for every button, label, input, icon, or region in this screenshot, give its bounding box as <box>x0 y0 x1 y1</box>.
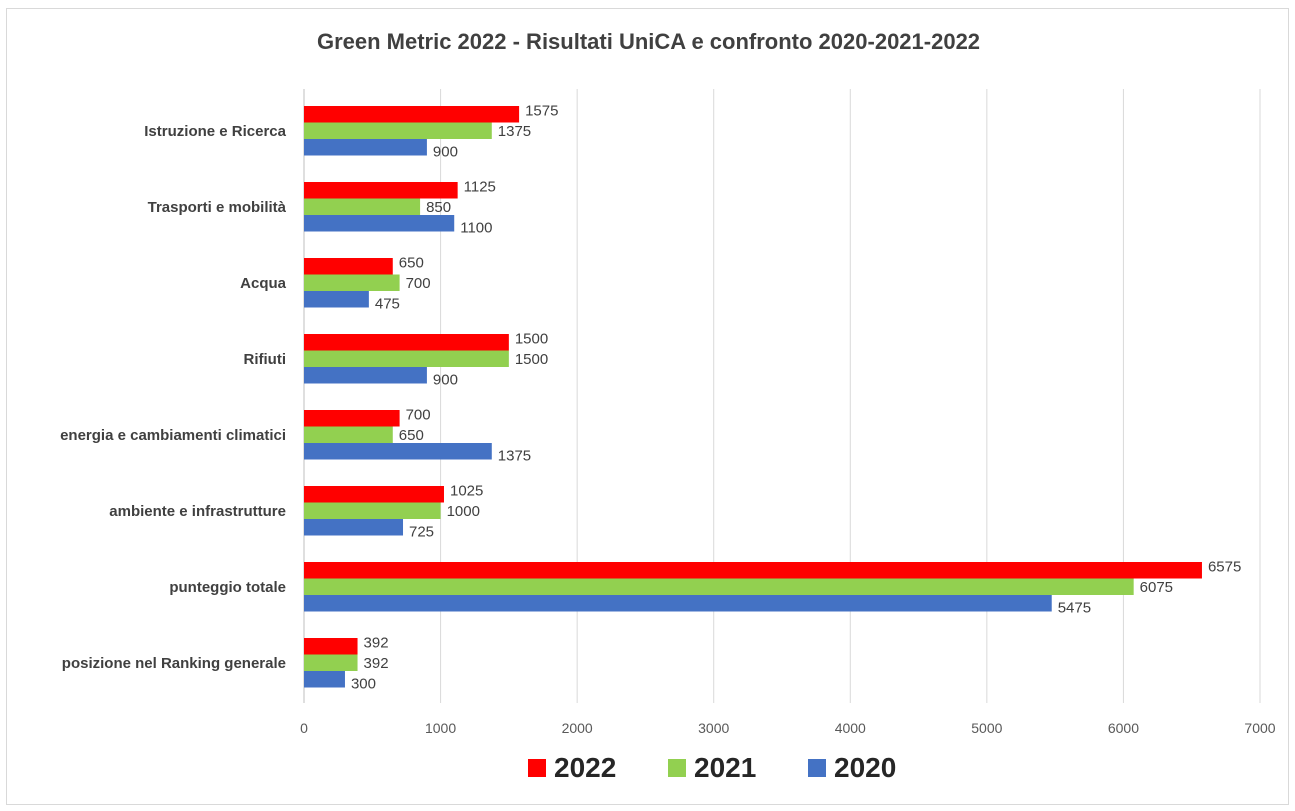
legend-label: 2022 <box>554 752 616 783</box>
data-label: 850 <box>426 199 451 216</box>
bar <box>304 638 358 655</box>
x-tick-label: 3000 <box>698 720 729 736</box>
data-label: 392 <box>364 634 389 651</box>
bar <box>304 139 427 156</box>
data-label: 650 <box>399 254 424 271</box>
bars <box>304 106 1202 688</box>
data-label: 5475 <box>1058 599 1091 616</box>
category-label: Trasporti e mobilità <box>148 199 287 216</box>
bar <box>304 334 509 351</box>
labels: 0 1000 2000 3000 4000 5000 6000 7000 Istruzione … <box>60 102 1276 736</box>
bar <box>304 258 393 275</box>
data-label: 392 <box>364 655 389 672</box>
bar <box>304 578 1134 595</box>
legend: 2022 2021 2020 <box>528 752 896 783</box>
bar <box>304 519 404 536</box>
category-label: ambiente e infrastrutture <box>109 503 286 520</box>
bar <box>304 595 1052 612</box>
bar <box>304 410 400 427</box>
data-label: 1025 <box>450 482 483 499</box>
data-label: 475 <box>375 295 400 312</box>
bar <box>304 654 358 671</box>
legend-swatch <box>668 759 686 777</box>
data-label: 700 <box>406 275 431 292</box>
bar <box>304 182 458 199</box>
category-label: Acqua <box>240 275 287 292</box>
x-tick-label: 2000 <box>562 720 593 736</box>
bar <box>304 198 421 215</box>
chart-title: Green Metric 2022 - Risultati UniCA e co… <box>316 29 981 54</box>
data-label: 1100 <box>460 219 492 236</box>
bar <box>304 122 492 139</box>
data-label: 300 <box>351 675 376 692</box>
x-tick-label: 6000 <box>1108 720 1139 736</box>
data-label: 900 <box>433 143 458 160</box>
bar <box>304 486 444 503</box>
bar <box>304 291 369 308</box>
bar <box>304 562 1202 579</box>
data-label: 1125 <box>464 178 496 195</box>
x-tick-label: 4000 <box>835 720 866 736</box>
data-label: 1375 <box>498 123 531 140</box>
data-label: 1375 <box>498 447 531 464</box>
bar <box>304 426 393 443</box>
bar <box>304 215 455 232</box>
x-tick-label: 7000 <box>1244 720 1275 736</box>
chart-frame: Green Metric 2022 - Risultati UniCA e co… <box>6 8 1289 805</box>
bar <box>304 106 520 123</box>
x-tick-label: 1000 <box>425 720 456 736</box>
data-label: 1575 <box>525 102 558 119</box>
data-label: 1500 <box>515 351 548 368</box>
legend-swatch <box>528 759 546 777</box>
legend-label: 2020 <box>834 752 896 783</box>
data-label: 1500 <box>515 330 548 347</box>
legend-swatch <box>808 759 826 777</box>
data-label: 1000 <box>447 503 480 520</box>
chart-svg: 0 1000 2000 3000 4000 5000 6000 7000 Istruzione … <box>60 89 1276 783</box>
data-label: 6075 <box>1140 579 1173 596</box>
data-label: 6575 <box>1208 558 1241 575</box>
bar <box>304 350 509 367</box>
data-label: 725 <box>409 523 434 540</box>
legend-label: 2021 <box>694 752 756 783</box>
data-label: 900 <box>433 371 458 388</box>
bar <box>304 274 400 291</box>
x-tick-label: 0 <box>300 720 308 736</box>
bar <box>304 502 441 519</box>
category-label: Rifiuti <box>244 351 287 368</box>
category-label: punteggio totale <box>169 579 286 596</box>
category-label: energia e cambiamenti climatici <box>60 427 286 444</box>
category-label: Istruzione e Ricerca <box>144 123 286 140</box>
data-label: 650 <box>399 427 424 444</box>
data-label: 700 <box>406 406 431 423</box>
category-label: posizione nel Ranking generale <box>62 655 286 672</box>
bar <box>304 443 492 460</box>
x-tick-label: 5000 <box>971 720 1002 736</box>
bar <box>304 671 345 688</box>
bar <box>304 367 427 384</box>
